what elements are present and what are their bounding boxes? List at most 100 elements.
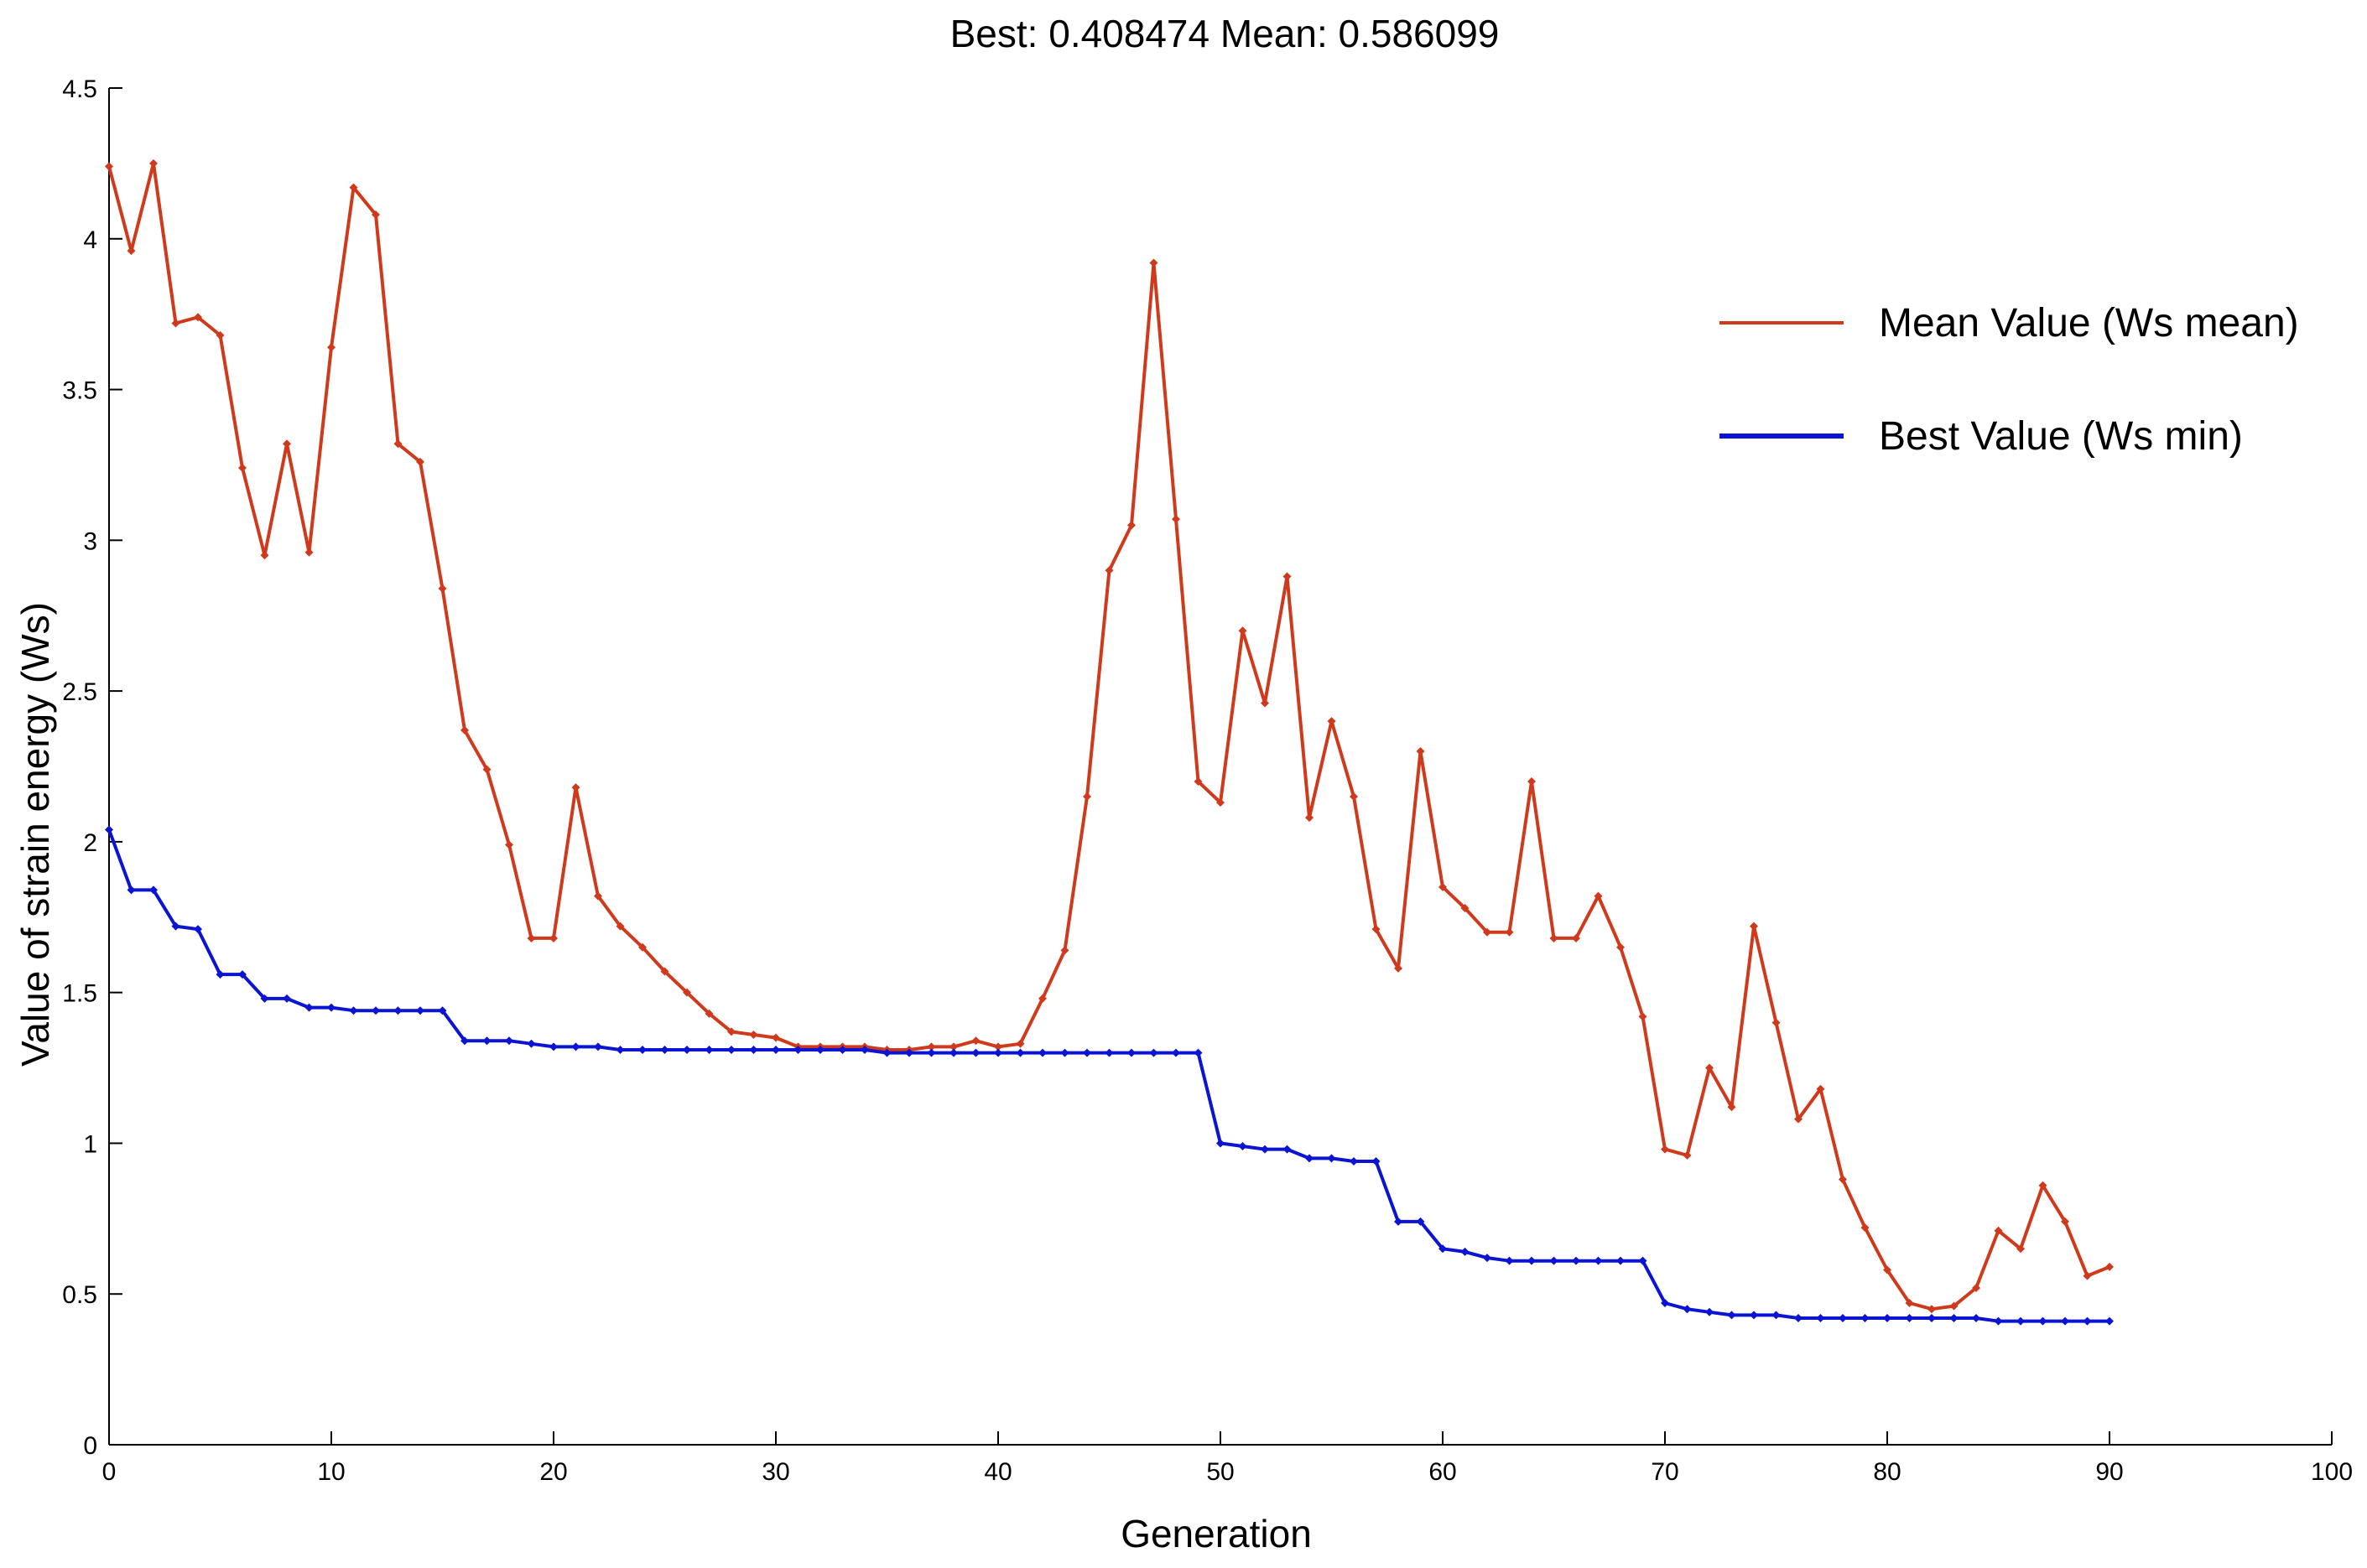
best-value-point — [1305, 1154, 1314, 1163]
best-value-point — [1883, 1313, 1891, 1322]
best-value-point — [505, 1036, 513, 1046]
mean-value-point — [1949, 1301, 1959, 1311]
mean-value-point — [727, 1027, 736, 1036]
x-tick-label: 40 — [984, 1458, 1012, 1486]
best-value-point — [438, 1006, 447, 1015]
best-value-point — [349, 1006, 358, 1015]
best-value-point — [549, 1042, 558, 1051]
best-value-point — [1594, 1256, 1603, 1265]
best-value-point — [616, 1045, 625, 1054]
mean-value-point — [393, 439, 403, 449]
best-value-point — [882, 1048, 892, 1057]
best-value-point — [393, 1006, 403, 1015]
mean-value-point — [1016, 1039, 1025, 1048]
best-value-point — [1616, 1256, 1625, 1265]
mean-value-point — [705, 1009, 714, 1018]
best-value-point — [283, 994, 291, 1003]
mean-value-point — [1105, 566, 1114, 575]
mean-value-point — [1149, 258, 1158, 267]
best-value-point — [1394, 1217, 1402, 1226]
best-value-point — [149, 885, 158, 895]
legend-label-mean-value: Mean Value (Ws mean) — [1879, 301, 2299, 345]
mean-value-point — [2061, 1217, 2069, 1226]
best-value-point — [905, 1048, 913, 1057]
x-tick-label: 80 — [1873, 1458, 1901, 1486]
mean-value-point — [2105, 1262, 2114, 1271]
best-value-point — [1460, 1247, 1470, 1256]
mean-value-point — [1816, 1084, 1825, 1093]
mean-value-point — [1127, 521, 1136, 530]
mean-value-point — [194, 313, 202, 322]
best-value-point — [638, 1045, 647, 1054]
best-value-point — [927, 1048, 936, 1057]
best-value-point — [793, 1045, 803, 1054]
mean-value-point — [1438, 882, 1447, 891]
best-value-point — [194, 925, 202, 934]
best-value-point — [571, 1042, 580, 1051]
best-value-point — [1839, 1313, 1847, 1322]
y-tick-label: 3.5 — [62, 377, 97, 405]
best-value-point — [482, 1036, 492, 1046]
best-value-point — [460, 1036, 469, 1046]
mean-value-point — [1038, 994, 1047, 1003]
mean-value-point — [1594, 891, 1603, 901]
mean-value-point — [772, 1033, 780, 1042]
y-tick-label: 2 — [83, 829, 97, 857]
mean-value-point — [949, 1042, 958, 1051]
best-value-point — [527, 1039, 536, 1048]
chart-title: Best: 0.408474 Mean: 0.586099 — [950, 12, 1500, 55]
best-value-point — [1127, 1048, 1136, 1057]
x-tick-label: 100 — [2311, 1458, 2353, 1486]
best-value-point — [1927, 1313, 1936, 1322]
best-value-point — [1771, 1311, 1781, 1320]
best-value-point — [1438, 1244, 1447, 1254]
best-value-point — [1683, 1305, 1692, 1314]
mean-value-point — [2083, 1271, 2092, 1280]
mean-value-point — [1527, 776, 1536, 786]
best-value-point — [816, 1045, 825, 1054]
best-value-point — [127, 885, 136, 895]
best-value-point — [861, 1045, 869, 1054]
best-value-point — [683, 1045, 691, 1054]
best-value-point — [1860, 1313, 1870, 1322]
best-value-point — [1994, 1316, 2003, 1326]
y-tick-label: 4 — [83, 226, 97, 254]
mean-value-point — [1060, 946, 1069, 955]
x-tick-label: 60 — [1428, 1458, 1456, 1486]
best-value-point — [327, 1003, 336, 1012]
mean-value-point — [460, 725, 469, 735]
best-value-point — [660, 1045, 669, 1054]
series-layer — [105, 158, 2114, 1326]
x-tick-label: 70 — [1651, 1458, 1678, 1486]
mean-value-point — [2016, 1244, 2025, 1254]
best-value-point — [1527, 1256, 1536, 1265]
mean-value-point — [327, 343, 336, 352]
mean-value-point — [549, 933, 558, 942]
best-value-point — [1327, 1154, 1336, 1163]
best-value-point — [1705, 1307, 1714, 1316]
mean-value-point — [749, 1031, 758, 1040]
best-value-point — [1505, 1256, 1514, 1265]
best-value-point — [1661, 1299, 1669, 1308]
mean-value-point — [971, 1036, 981, 1046]
y-tick-label: 3 — [83, 527, 97, 555]
best-value-point — [2038, 1316, 2047, 1326]
best-value-point — [1727, 1311, 1736, 1320]
mean-value-point — [638, 942, 647, 952]
best-value-point — [1371, 1157, 1381, 1166]
best-value-point — [705, 1045, 714, 1054]
best-value-point — [949, 1048, 958, 1057]
best-value-point — [1750, 1311, 1758, 1320]
y-tick-label: 0.5 — [62, 1281, 97, 1309]
mean-value-point — [1305, 813, 1314, 823]
best-value-point — [727, 1045, 736, 1054]
mean-value-point — [1905, 1299, 1914, 1308]
x-tick-label: 90 — [2095, 1458, 2123, 1486]
mean-value-point — [1972, 1284, 1980, 1293]
best-value-point — [2061, 1316, 2069, 1326]
y-tick-label: 2.5 — [62, 678, 97, 706]
mean-value-point — [1839, 1175, 1847, 1184]
mean-value-point — [105, 162, 113, 171]
mean-value-point — [1083, 792, 1091, 801]
mean-value-point — [616, 922, 625, 931]
